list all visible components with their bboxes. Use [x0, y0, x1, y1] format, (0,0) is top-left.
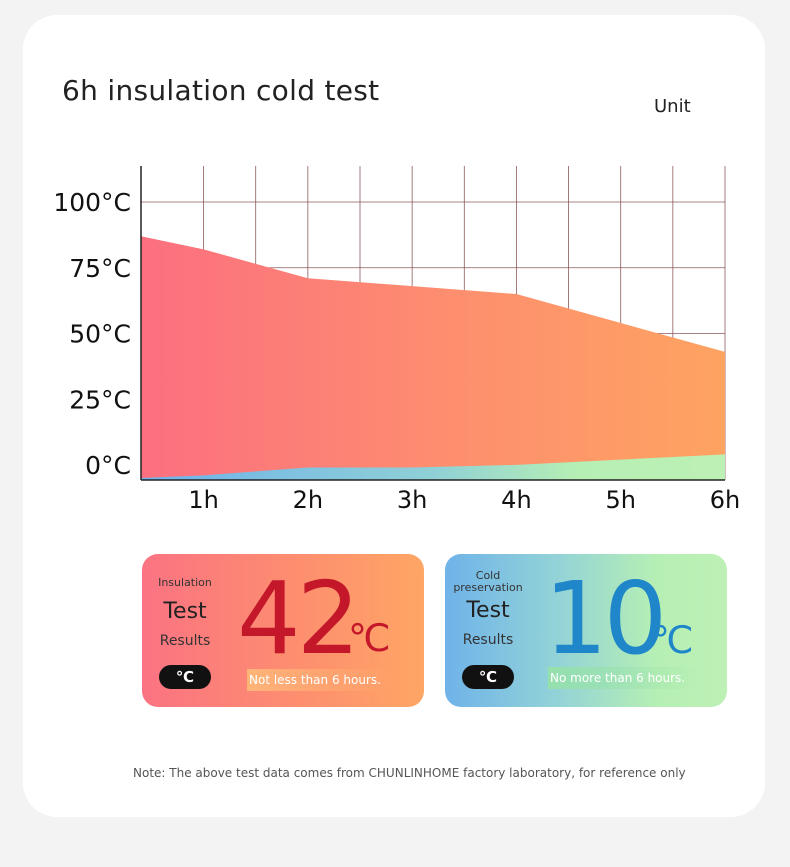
- y-tick-label: 100°C: [53, 188, 131, 217]
- y-tick-labels: 0°C 25°C 50°C 75°C 100°C: [53, 188, 131, 480]
- x-tick-label: 6h: [710, 486, 740, 514]
- cold-note: No more than 6 hours.: [548, 667, 700, 689]
- unit-label: Unit: [654, 96, 691, 117]
- insulation-heading: Insulation: [158, 576, 212, 589]
- x-tick-label: 3h: [397, 486, 427, 514]
- footnote: Note: The above test data comes from CHU…: [133, 766, 686, 780]
- cold-value: 10: [544, 560, 667, 677]
- insulation-note: Not less than 6 hours.: [247, 669, 389, 691]
- cold-area: [141, 454, 725, 480]
- temperature-chart: 0°C 25°C 50°C 75°C 100°C 1h 2h 3h 4h 5h 6h: [53, 166, 740, 514]
- y-tick-label: 0°C: [85, 451, 131, 480]
- insulation-value: 42: [237, 560, 360, 677]
- chart-axes: [140, 166, 725, 481]
- y-tick-label: 50°C: [69, 320, 131, 349]
- insulation-panel: Insulation Test Results ℃ 42 ℃ Not less …: [142, 554, 424, 707]
- cold-unit-pill: ℃: [462, 665, 514, 689]
- cold-results-label: Results: [462, 632, 514, 648]
- insulation-test-label: Test: [163, 599, 207, 624]
- insulation-unit-pill: ℃: [159, 665, 211, 689]
- x-tick-label: 4h: [501, 486, 531, 514]
- x-tick-label: 2h: [293, 486, 323, 514]
- chart-title: 6h insulation cold test: [62, 74, 380, 107]
- x-tick-label: 1h: [188, 486, 218, 514]
- insulation-area: [141, 236, 725, 480]
- insulation-results-label: Results: [159, 633, 211, 649]
- y-tick-label: 25°C: [69, 385, 131, 414]
- x-tick-labels: 1h 2h 3h 4h 5h 6h: [188, 486, 740, 514]
- insulation-degree: ℃: [348, 616, 391, 660]
- y-tick-label: 75°C: [69, 254, 131, 283]
- cold-degree: ℃: [651, 618, 694, 662]
- cold-panel: Cold preservation Test Results ℃ 10 ℃ No…: [445, 554, 727, 707]
- x-tick-label: 5h: [605, 486, 635, 514]
- cold-test-label: Test: [466, 598, 510, 623]
- cold-heading: Cold preservation: [453, 569, 523, 594]
